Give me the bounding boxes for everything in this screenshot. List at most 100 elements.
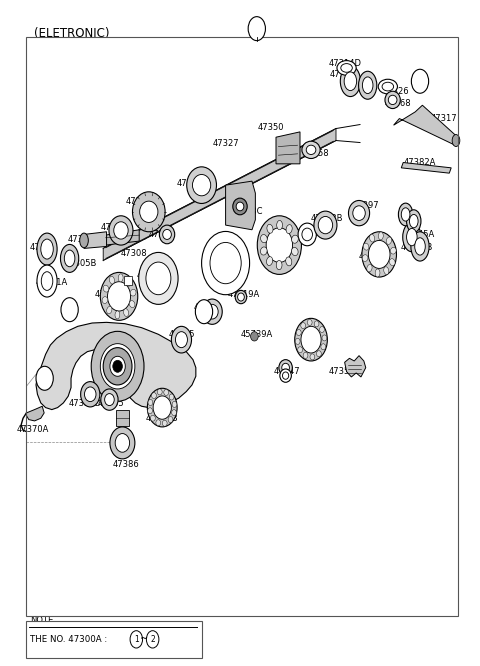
Polygon shape [226, 181, 255, 230]
Ellipse shape [236, 202, 244, 211]
Text: 47317: 47317 [431, 114, 457, 123]
Ellipse shape [101, 389, 118, 410]
Ellipse shape [452, 135, 460, 147]
Ellipse shape [286, 224, 292, 234]
Ellipse shape [363, 243, 369, 250]
Ellipse shape [369, 240, 390, 268]
Text: 2: 2 [150, 635, 155, 644]
Ellipse shape [169, 394, 174, 400]
Text: A: A [41, 374, 48, 383]
Ellipse shape [261, 234, 267, 242]
Text: 45739A: 45739A [240, 330, 273, 339]
Ellipse shape [107, 306, 112, 314]
Circle shape [61, 298, 78, 322]
Ellipse shape [291, 248, 298, 256]
Bar [124, 276, 132, 285]
Ellipse shape [41, 239, 53, 259]
Ellipse shape [100, 272, 138, 320]
Polygon shape [84, 232, 107, 248]
Ellipse shape [210, 242, 241, 284]
Text: 47314D: 47314D [329, 59, 362, 69]
Text: 47326: 47326 [383, 87, 409, 97]
Text: 47339A: 47339A [295, 330, 327, 339]
Ellipse shape [202, 232, 250, 294]
Text: 47344B: 47344B [400, 243, 433, 252]
Text: 47304: 47304 [67, 235, 94, 244]
Ellipse shape [80, 233, 88, 248]
Ellipse shape [353, 206, 365, 220]
Text: 47268: 47268 [385, 99, 412, 108]
Ellipse shape [296, 330, 301, 336]
Ellipse shape [314, 321, 319, 327]
Polygon shape [103, 129, 336, 260]
Text: 47308: 47308 [120, 248, 147, 258]
Ellipse shape [157, 389, 162, 395]
Ellipse shape [295, 318, 327, 361]
Circle shape [36, 366, 53, 390]
Ellipse shape [114, 222, 128, 239]
Ellipse shape [156, 420, 161, 426]
Ellipse shape [172, 410, 177, 416]
Polygon shape [276, 132, 300, 164]
Ellipse shape [140, 201, 158, 222]
Ellipse shape [301, 326, 321, 353]
Ellipse shape [359, 71, 377, 99]
Ellipse shape [103, 348, 132, 385]
Ellipse shape [113, 360, 122, 372]
Text: 47356: 47356 [328, 367, 355, 376]
Ellipse shape [151, 415, 156, 421]
Text: A: A [201, 307, 207, 316]
Polygon shape [36, 322, 196, 410]
Text: 47391A: 47391A [36, 278, 68, 287]
Bar [26, 37, 458, 616]
Polygon shape [106, 230, 139, 245]
Polygon shape [394, 105, 457, 145]
Ellipse shape [306, 145, 316, 155]
Ellipse shape [302, 141, 320, 159]
Ellipse shape [378, 79, 397, 94]
Ellipse shape [37, 233, 57, 265]
Text: 47345A: 47345A [402, 230, 435, 239]
Text: 47323A: 47323A [204, 252, 236, 261]
Ellipse shape [370, 234, 375, 242]
Ellipse shape [110, 356, 125, 376]
Text: 47386: 47386 [112, 460, 139, 470]
Polygon shape [345, 356, 366, 377]
Text: 47336B: 47336B [146, 414, 179, 423]
Ellipse shape [64, 250, 75, 266]
Ellipse shape [115, 311, 120, 319]
Ellipse shape [302, 228, 312, 240]
Ellipse shape [109, 276, 115, 284]
Ellipse shape [159, 225, 175, 244]
Ellipse shape [81, 382, 100, 407]
Ellipse shape [129, 300, 135, 308]
Ellipse shape [148, 400, 153, 406]
Ellipse shape [235, 290, 247, 304]
Ellipse shape [266, 228, 292, 262]
Text: B: B [66, 305, 73, 314]
Ellipse shape [375, 269, 380, 277]
Ellipse shape [84, 387, 96, 402]
Circle shape [411, 69, 429, 93]
Ellipse shape [321, 344, 326, 350]
Ellipse shape [132, 192, 165, 232]
Text: 47326: 47326 [330, 70, 357, 79]
Ellipse shape [60, 244, 79, 272]
Text: 47330: 47330 [101, 223, 128, 232]
Text: ~: ~ [141, 634, 148, 645]
Circle shape [248, 17, 265, 41]
Ellipse shape [390, 247, 396, 254]
Ellipse shape [382, 83, 394, 91]
Circle shape [130, 631, 143, 648]
Ellipse shape [152, 393, 156, 399]
Ellipse shape [301, 322, 306, 328]
Ellipse shape [251, 332, 258, 341]
Ellipse shape [282, 372, 288, 380]
Ellipse shape [298, 347, 302, 353]
Text: 47319A: 47319A [228, 290, 260, 299]
Ellipse shape [407, 210, 421, 232]
Ellipse shape [337, 61, 356, 75]
Polygon shape [26, 406, 44, 421]
Ellipse shape [384, 267, 389, 274]
Text: 47370A: 47370A [16, 425, 49, 434]
